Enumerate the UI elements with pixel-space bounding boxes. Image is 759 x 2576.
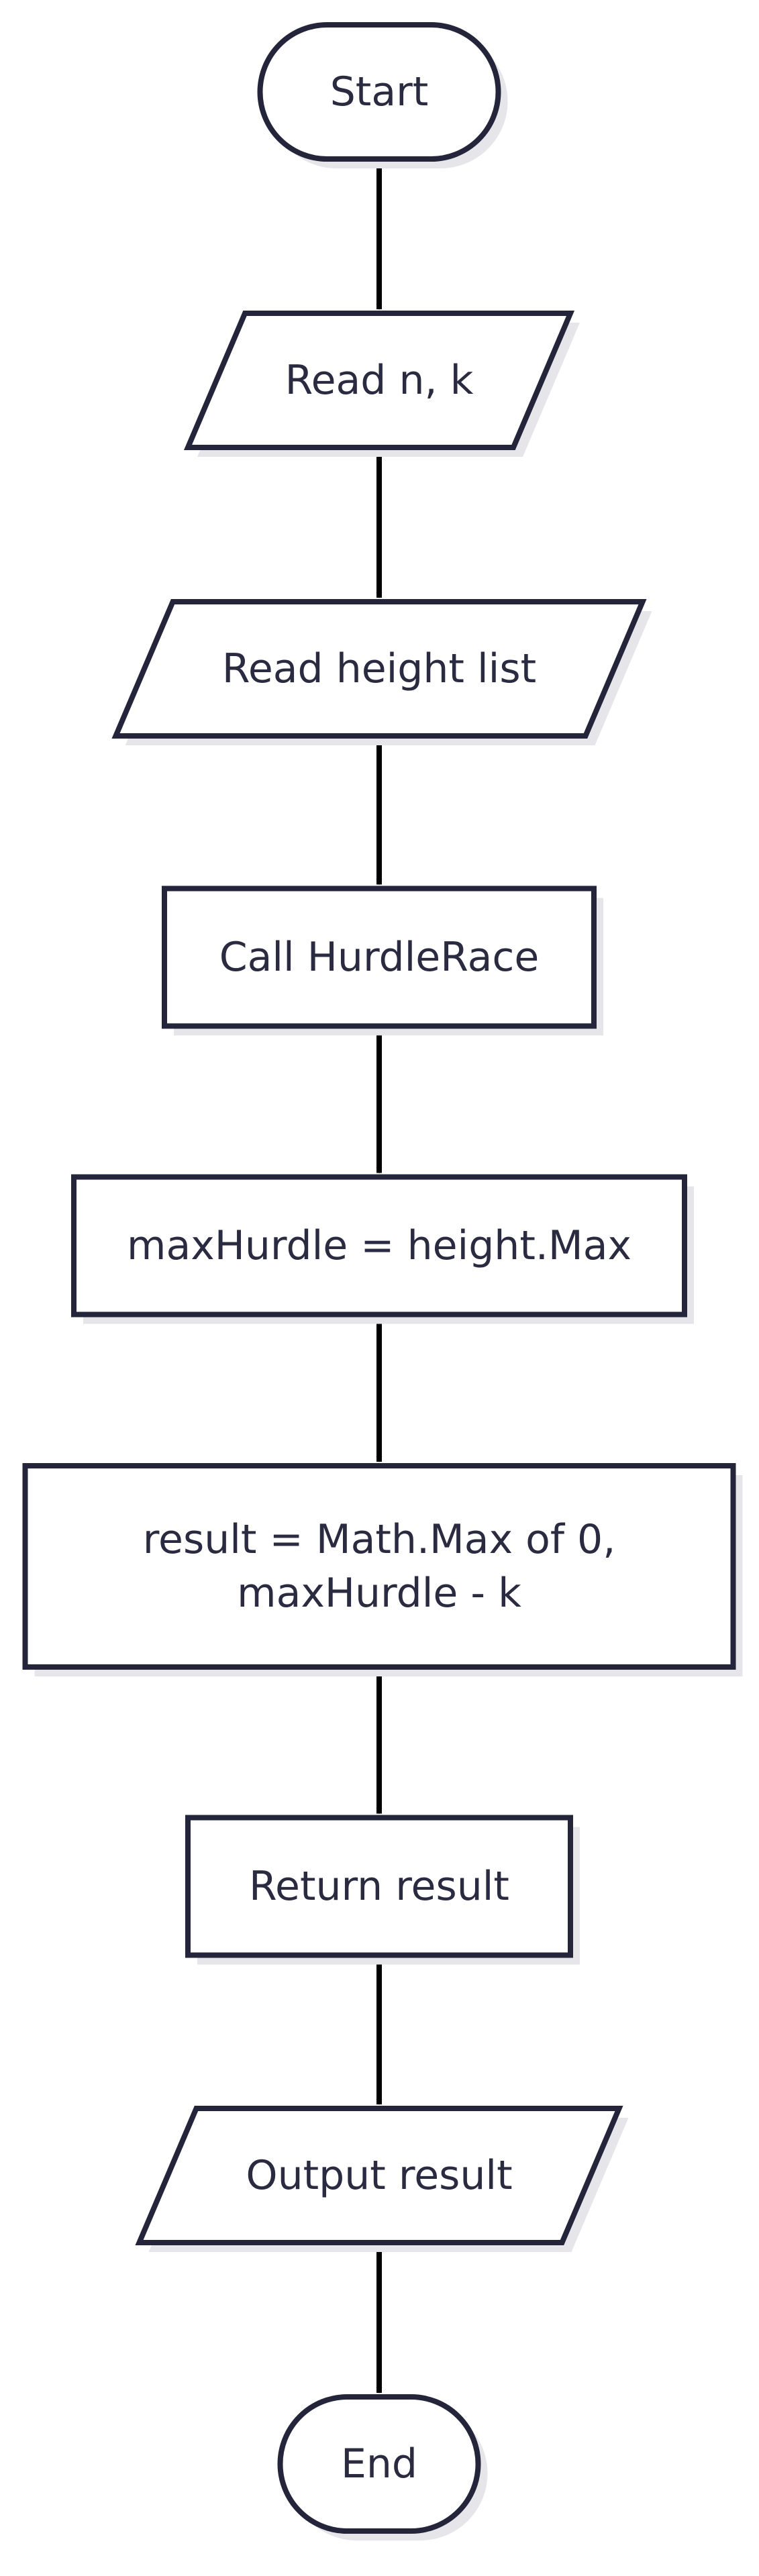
read-n-k-label: Read n, k	[285, 357, 474, 404]
read-n-k-shape	[183, 311, 575, 450]
output-result-shape	[135, 2106, 623, 2245]
start-shape	[257, 22, 501, 162]
read-heights-label: Read height list	[222, 645, 536, 692]
node-end: End	[277, 2394, 488, 2540]
nodes: Start Read n, k Read height list Call Hurdl…	[22, 22, 743, 2540]
node-max-hurdle: maxHurdle = height.Max	[71, 1174, 694, 1324]
node-return-result: Return result	[185, 1815, 580, 1965]
return-result-label: Return result	[249, 1863, 509, 1910]
end-shape	[277, 2394, 481, 2534]
return-result-shape	[185, 1815, 573, 1958]
compute-result-label-line-1: result = Math.Max of 0,	[143, 1516, 616, 1563]
call-hurdlerace-label: Call HurdleRace	[219, 934, 540, 981]
call-hurdlerace-shape	[162, 885, 597, 1029]
output-result-label: Output result	[246, 2152, 512, 2199]
start-label: Start	[330, 68, 429, 115]
read-heights-shape	[111, 599, 647, 739]
end-label: End	[341, 2440, 417, 2487]
node-start: Start	[257, 22, 508, 168]
max-hurdle-label: maxHurdle = height.Max	[127, 1222, 631, 1269]
max-hurdle-shape	[71, 1174, 687, 1318]
node-compute-result: result = Math.Max of 0, maxHurdle - k	[22, 1463, 743, 1676]
compute-result-shape	[22, 1463, 736, 1670]
node-read-heights: Read height list	[111, 599, 652, 745]
node-output-result: Output result	[135, 2106, 629, 2252]
node-call-hurdlerace: Call HurdleRace	[162, 885, 603, 1036]
compute-result-label-line-2: maxHurdle - k	[237, 1570, 521, 1617]
node-read-n-k: Read n, k	[183, 311, 580, 457]
